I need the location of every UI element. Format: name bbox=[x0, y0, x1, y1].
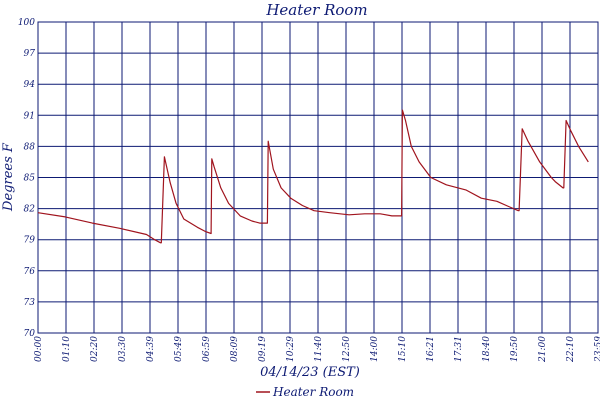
x-tick-label: 22:10 bbox=[566, 336, 576, 363]
y-tick-label: 76 bbox=[24, 267, 36, 277]
x-tick-label: 08:09 bbox=[230, 336, 240, 362]
x-tick-label: 05:49 bbox=[174, 336, 184, 362]
x-tick-label: 16:21 bbox=[426, 336, 436, 362]
x-tick-label: 18:40 bbox=[482, 336, 492, 362]
plot-frame bbox=[37, 21, 599, 334]
y-tick-label: 91 bbox=[24, 111, 35, 121]
x-tick-label: 15:10 bbox=[398, 336, 408, 362]
x-tick-label: 12:50 bbox=[342, 336, 352, 362]
x-tick-label: 14:00 bbox=[370, 336, 380, 362]
x-tick-label: 06:59 bbox=[202, 336, 212, 362]
x-tick-label: 10:29 bbox=[286, 336, 296, 362]
x-tick-label: 23:59 bbox=[594, 336, 600, 363]
x-tick-label: 01:10 bbox=[62, 336, 72, 362]
series-line-heater-room bbox=[37, 109, 589, 244]
x-tick-label: 11:40 bbox=[314, 336, 324, 362]
y-tick-label: 85 bbox=[24, 174, 36, 184]
y-tick-label: 73 bbox=[24, 298, 36, 308]
grid bbox=[37, 21, 599, 334]
y-tick-label: 79 bbox=[24, 236, 36, 246]
y-tick-label: 82 bbox=[24, 205, 36, 215]
x-tick-label: 19:50 bbox=[510, 336, 520, 362]
plot-area bbox=[37, 109, 589, 244]
x-tick-label: 04:39 bbox=[146, 336, 156, 362]
x-tick-label: 21:00 bbox=[538, 336, 548, 363]
y-tick-label: 70 bbox=[24, 329, 36, 339]
x-tick-label: 00:00 bbox=[34, 336, 44, 362]
y-axis-label: Degrees F bbox=[1, 142, 16, 212]
y-tick-label: 100 bbox=[18, 18, 35, 28]
x-tick-label: 17:31 bbox=[454, 336, 464, 362]
y-tick-labels: 70 73 76 79 82 85 88 91 94 97 100 bbox=[18, 18, 35, 339]
y-tick-label: 97 bbox=[24, 49, 36, 59]
legend: Heater Room bbox=[256, 385, 354, 399]
y-tick-label: 94 bbox=[24, 80, 36, 90]
x-tick-label: 02:20 bbox=[90, 336, 100, 362]
legend-label: Heater Room bbox=[272, 385, 354, 399]
x-tick-label: 09:19 bbox=[258, 336, 268, 362]
x-tick-label: 03:30 bbox=[118, 336, 128, 362]
chart-title: Heater Room bbox=[265, 1, 367, 19]
x-tick-labels: 00:00 01:10 02:20 03:30 04:39 05:49 06:59 08:09… bbox=[34, 336, 600, 363]
x-axis-label: 04/14/23 (EST) bbox=[260, 365, 360, 380]
y-tick-label: 88 bbox=[24, 142, 36, 152]
